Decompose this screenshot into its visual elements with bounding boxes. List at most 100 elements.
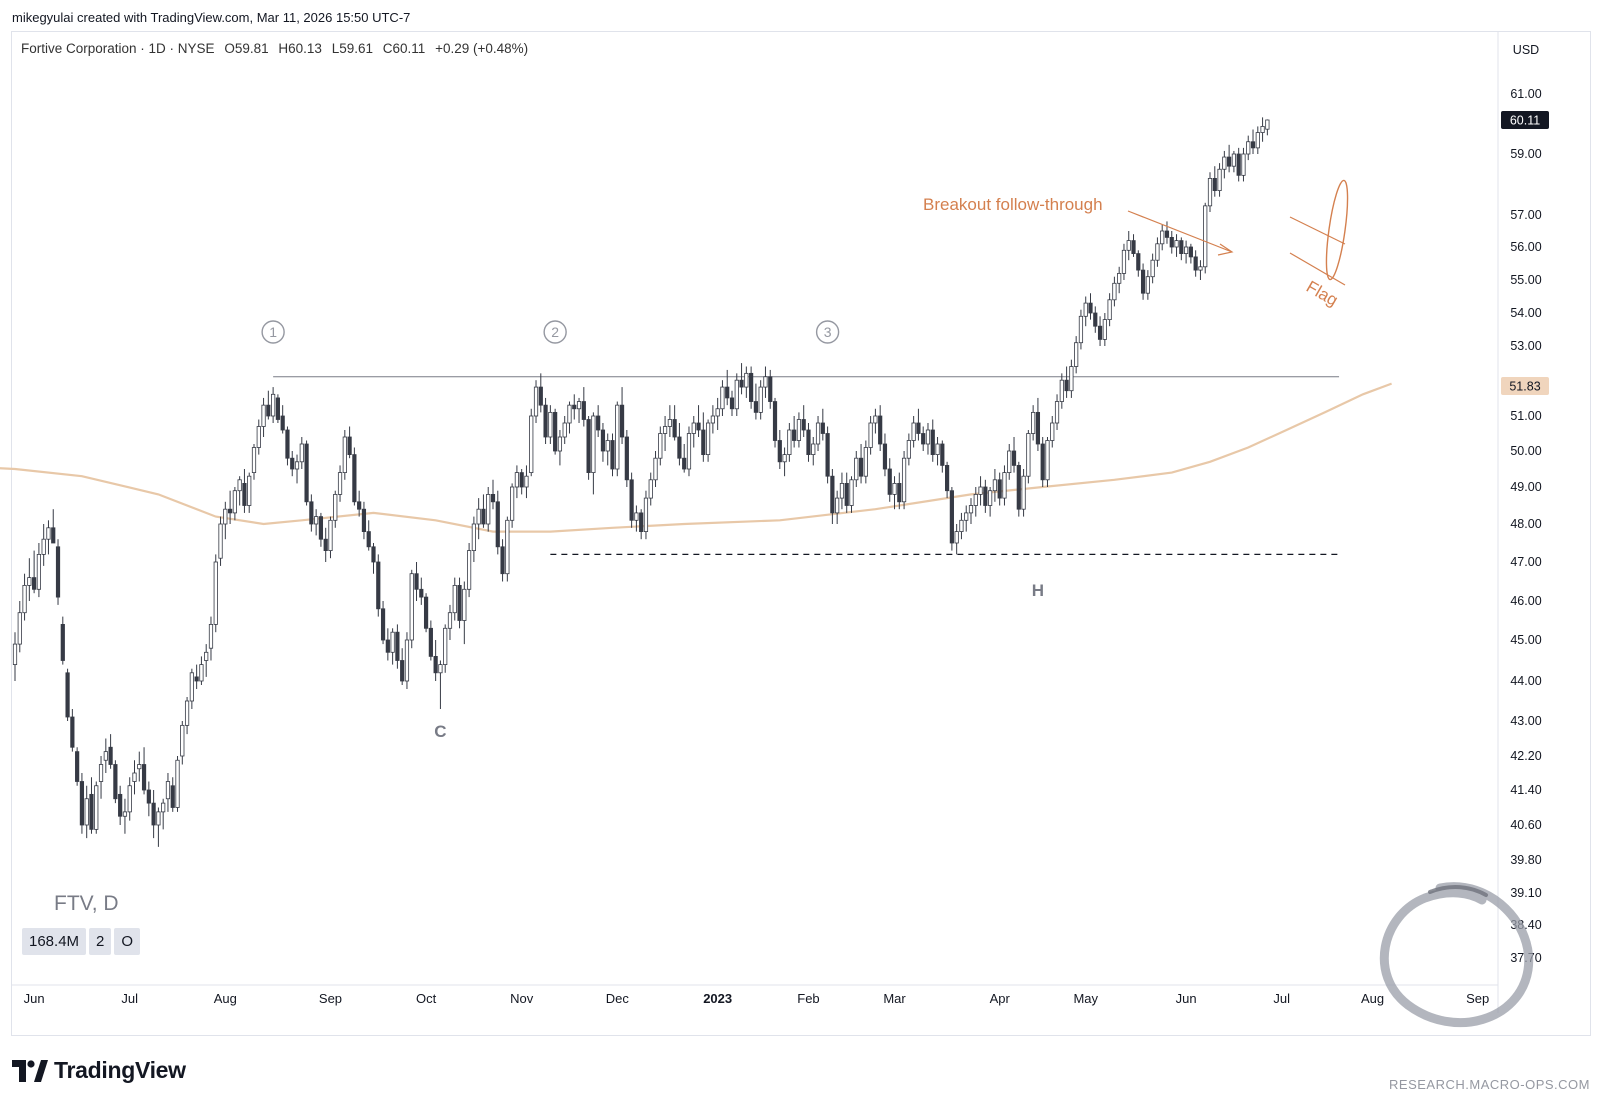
candle[interactable] <box>1164 230 1170 238</box>
candle[interactable] <box>839 482 845 499</box>
candle[interactable] <box>208 624 214 649</box>
candle[interactable] <box>858 457 864 477</box>
candle[interactable] <box>854 457 859 481</box>
candle[interactable] <box>180 724 185 757</box>
candle[interactable] <box>1150 259 1155 278</box>
candle[interactable] <box>605 440 610 452</box>
candle[interactable] <box>32 577 37 590</box>
candle[interactable] <box>36 554 42 590</box>
candle[interactable] <box>1021 475 1026 510</box>
candle[interactable] <box>495 501 500 548</box>
candle[interactable] <box>337 472 343 495</box>
candle[interactable] <box>1088 302 1093 314</box>
candle[interactable] <box>801 419 806 431</box>
candle[interactable] <box>314 516 319 525</box>
candle[interactable] <box>978 486 983 495</box>
candle[interactable] <box>299 443 304 463</box>
candle[interactable] <box>572 404 577 410</box>
candle[interactable] <box>720 386 725 410</box>
candle[interactable] <box>1188 246 1193 258</box>
candle[interactable] <box>347 436 352 456</box>
candle[interactable] <box>1231 153 1236 167</box>
candle[interactable] <box>27 577 32 586</box>
candle[interactable] <box>452 585 457 614</box>
candle[interactable] <box>400 660 405 682</box>
candle[interactable] <box>184 700 190 726</box>
candle[interactable] <box>132 772 137 782</box>
candle[interactable] <box>1246 141 1251 155</box>
candle[interactable] <box>529 415 534 473</box>
candle[interactable] <box>237 479 242 492</box>
candle[interactable] <box>122 811 128 817</box>
candle[interactable] <box>462 588 467 621</box>
candle[interactable] <box>1121 249 1127 274</box>
candle[interactable] <box>715 408 720 417</box>
candle[interactable] <box>825 433 830 477</box>
candle[interactable] <box>466 550 472 590</box>
candle[interactable] <box>266 404 271 417</box>
candle[interactable] <box>1078 315 1084 344</box>
candle[interactable] <box>1207 177 1213 207</box>
candle[interactable] <box>256 426 261 448</box>
candle[interactable] <box>553 411 558 452</box>
candle[interactable] <box>476 508 481 525</box>
candle[interactable] <box>710 415 715 424</box>
candle[interactable] <box>1069 366 1074 392</box>
candle[interactable] <box>1107 299 1112 320</box>
candle[interactable] <box>247 475 252 506</box>
candle[interactable] <box>318 516 324 540</box>
candle[interactable] <box>849 479 854 506</box>
candle[interactable] <box>701 429 706 456</box>
candle[interactable] <box>830 475 835 514</box>
candle[interactable] <box>12 643 18 665</box>
candle[interactable] <box>1040 443 1045 481</box>
candle[interactable] <box>404 639 410 682</box>
options-badge[interactable]: O <box>114 928 141 955</box>
volume-badge[interactable]: 168.4M <box>22 928 87 955</box>
candle[interactable] <box>1097 325 1103 340</box>
candle[interactable] <box>1050 422 1055 441</box>
candle[interactable] <box>232 490 237 514</box>
candle[interactable] <box>361 508 367 533</box>
candle[interactable] <box>600 429 606 452</box>
candle[interactable] <box>1145 276 1150 294</box>
candle[interactable] <box>1255 132 1260 149</box>
candle[interactable] <box>639 512 644 533</box>
candle[interactable] <box>409 573 414 641</box>
candle[interactable] <box>682 457 687 470</box>
candle[interactable] <box>772 401 778 441</box>
candle[interactable] <box>925 429 931 445</box>
candle[interactable] <box>146 789 151 804</box>
candle[interactable] <box>1083 302 1088 317</box>
candle[interactable] <box>796 419 802 441</box>
candle[interactable] <box>328 519 333 551</box>
candle[interactable] <box>629 479 634 521</box>
candle[interactable] <box>844 482 849 506</box>
candle[interactable] <box>1054 401 1060 424</box>
candle[interactable] <box>70 716 75 748</box>
candle[interactable] <box>1026 433 1031 477</box>
candle[interactable] <box>1198 266 1203 271</box>
candle[interactable] <box>395 631 400 661</box>
candle[interactable] <box>113 764 118 800</box>
candle[interactable] <box>1160 230 1165 245</box>
candle[interactable] <box>768 376 773 402</box>
candle[interactable] <box>906 440 911 459</box>
candle[interactable] <box>835 497 840 514</box>
candle[interactable] <box>887 468 892 495</box>
candle[interactable] <box>739 379 744 388</box>
candle[interactable] <box>227 508 233 514</box>
candle[interactable] <box>897 482 902 503</box>
candle[interactable] <box>189 672 194 702</box>
count-badge[interactable]: 2 <box>89 928 112 955</box>
candle[interactable] <box>390 631 395 653</box>
candle[interactable] <box>41 538 46 555</box>
candle[interactable] <box>658 433 663 459</box>
candle[interactable] <box>1155 243 1160 261</box>
candle[interactable] <box>127 785 132 813</box>
candle[interactable] <box>777 440 782 463</box>
candle[interactable] <box>433 656 438 674</box>
candle[interactable] <box>251 447 257 474</box>
candle[interactable] <box>562 422 567 438</box>
candle[interactable] <box>744 372 749 388</box>
